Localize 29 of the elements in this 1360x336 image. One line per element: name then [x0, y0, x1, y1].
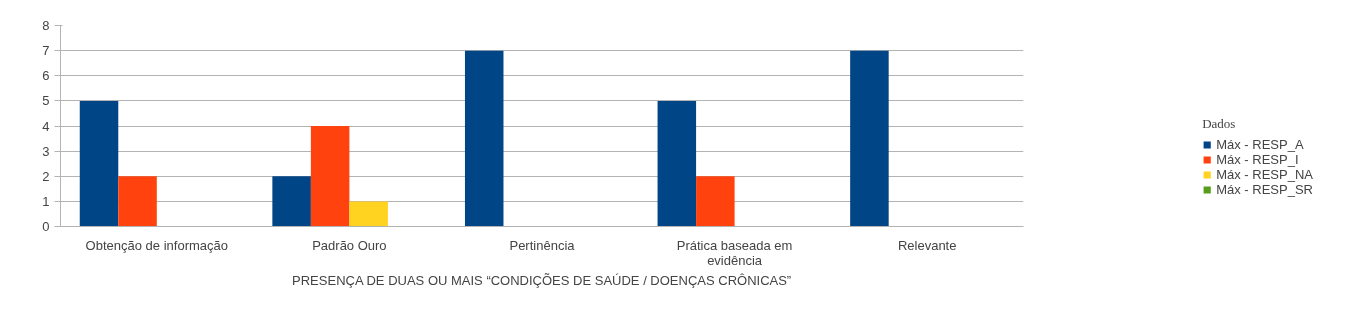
legend-label: Máx - RESP_I: [1216, 152, 1299, 167]
bar: [79, 100, 119, 227]
x-tick-label: Padrão Ouro: [312, 237, 387, 253]
x-tick-label: Prática baseada em evidência: [676, 237, 793, 268]
y-tick-label: 8: [42, 18, 50, 33]
bar: [310, 126, 350, 227]
legend-title: Dados: [1202, 116, 1237, 132]
bar: [657, 100, 697, 227]
bar: [349, 201, 388, 227]
x-tick-label: Relevante: [897, 237, 957, 253]
legend-label: Máx - RESP_NA: [1216, 167, 1313, 182]
x-axis-title: PRESENÇA DE DUAS OU MAIS “CONDIÇÕES DE SAÚDE / DOENÇAS CRÔNICAS”: [292, 272, 792, 288]
y-tick-label: 0: [42, 219, 50, 234]
y-tick-label: 3: [42, 143, 50, 159]
y-tick-label: 7: [42, 43, 50, 59]
bar: [272, 176, 311, 227]
y-tick-label: 1: [42, 193, 50, 209]
bar: [696, 176, 735, 227]
bar: [464, 50, 504, 227]
y-tick-label: 2: [42, 168, 50, 184]
x-tick-label: Obtenção de informação: [85, 237, 228, 253]
bar: [118, 176, 157, 227]
legend-label: Máx - RESP_SR: [1216, 182, 1313, 197]
x-tick-label: Pertinência: [509, 237, 576, 253]
y-tick-label: 6: [42, 68, 50, 84]
bar: [850, 50, 889, 227]
y-tick-label: 4: [42, 118, 50, 134]
y-tick-label: 5: [42, 93, 50, 109]
legend-label: Máx - RESP_A: [1216, 137, 1304, 152]
